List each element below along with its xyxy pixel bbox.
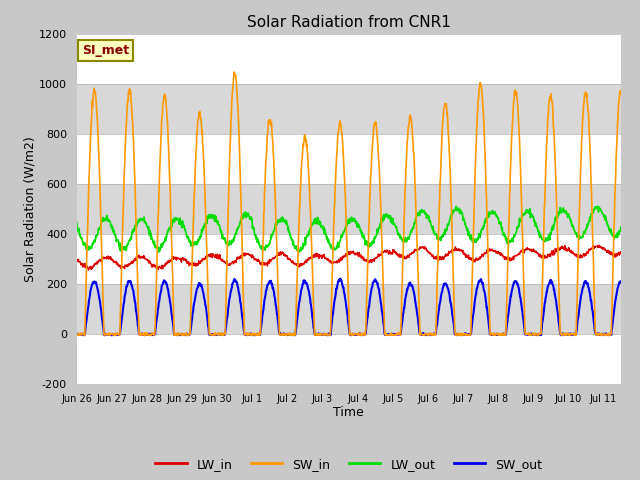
SW_out xyxy=(171,332,179,337)
LW_in xyxy=(280,250,287,255)
SW_out xyxy=(485,324,493,330)
SW_out xyxy=(337,276,344,282)
LW_out xyxy=(279,215,287,221)
LW_out xyxy=(230,235,237,240)
Bar xyxy=(77,234,621,284)
Legend: LW_in, SW_in, LW_out, SW_out: LW_in, SW_in, LW_out, SW_out xyxy=(150,453,547,476)
Line: SW_out: SW_out xyxy=(77,279,621,335)
SW_in xyxy=(617,91,625,97)
SW_out xyxy=(280,331,287,336)
Bar xyxy=(77,184,621,234)
X-axis label: Time: Time xyxy=(333,407,364,420)
SW_out xyxy=(617,279,625,285)
SW_in xyxy=(545,99,553,105)
LW_in xyxy=(73,257,81,263)
Line: SW_in: SW_in xyxy=(77,72,621,335)
LW_in xyxy=(171,255,179,261)
Y-axis label: Solar Radiation (W/m2): Solar Radiation (W/m2) xyxy=(23,136,36,282)
Text: SI_met: SI_met xyxy=(82,44,129,57)
LW_in xyxy=(595,242,602,248)
Title: Solar Radiation from CNR1: Solar Radiation from CNR1 xyxy=(247,15,451,30)
SW_out xyxy=(181,332,189,337)
Bar xyxy=(77,134,621,184)
SW_in xyxy=(181,331,189,337)
SW_in xyxy=(230,69,238,75)
SW_in xyxy=(280,331,287,337)
SW_in xyxy=(230,74,237,80)
Bar xyxy=(77,284,621,334)
Bar xyxy=(77,334,621,384)
LW_out xyxy=(181,227,189,232)
Bar xyxy=(77,84,621,134)
LW_out xyxy=(73,220,81,226)
LW_in xyxy=(230,259,238,264)
LW_in xyxy=(545,252,553,258)
LW_out xyxy=(485,214,493,220)
SW_in xyxy=(485,283,493,289)
SW_out xyxy=(546,280,554,286)
SW_in xyxy=(171,332,179,338)
Line: LW_out: LW_out xyxy=(77,206,621,252)
SW_in xyxy=(73,332,81,338)
LW_in xyxy=(485,248,493,253)
LW_in xyxy=(84,267,92,273)
LW_in xyxy=(617,249,625,254)
LW_out xyxy=(545,233,553,239)
Line: LW_in: LW_in xyxy=(77,245,621,270)
LW_out xyxy=(296,249,303,255)
LW_out xyxy=(594,204,602,209)
SW_out xyxy=(79,332,86,338)
SW_out xyxy=(73,332,81,337)
SW_out xyxy=(230,276,238,282)
LW_out xyxy=(171,219,179,225)
LW_in xyxy=(181,256,189,262)
LW_out xyxy=(617,224,625,230)
Bar xyxy=(77,34,621,84)
